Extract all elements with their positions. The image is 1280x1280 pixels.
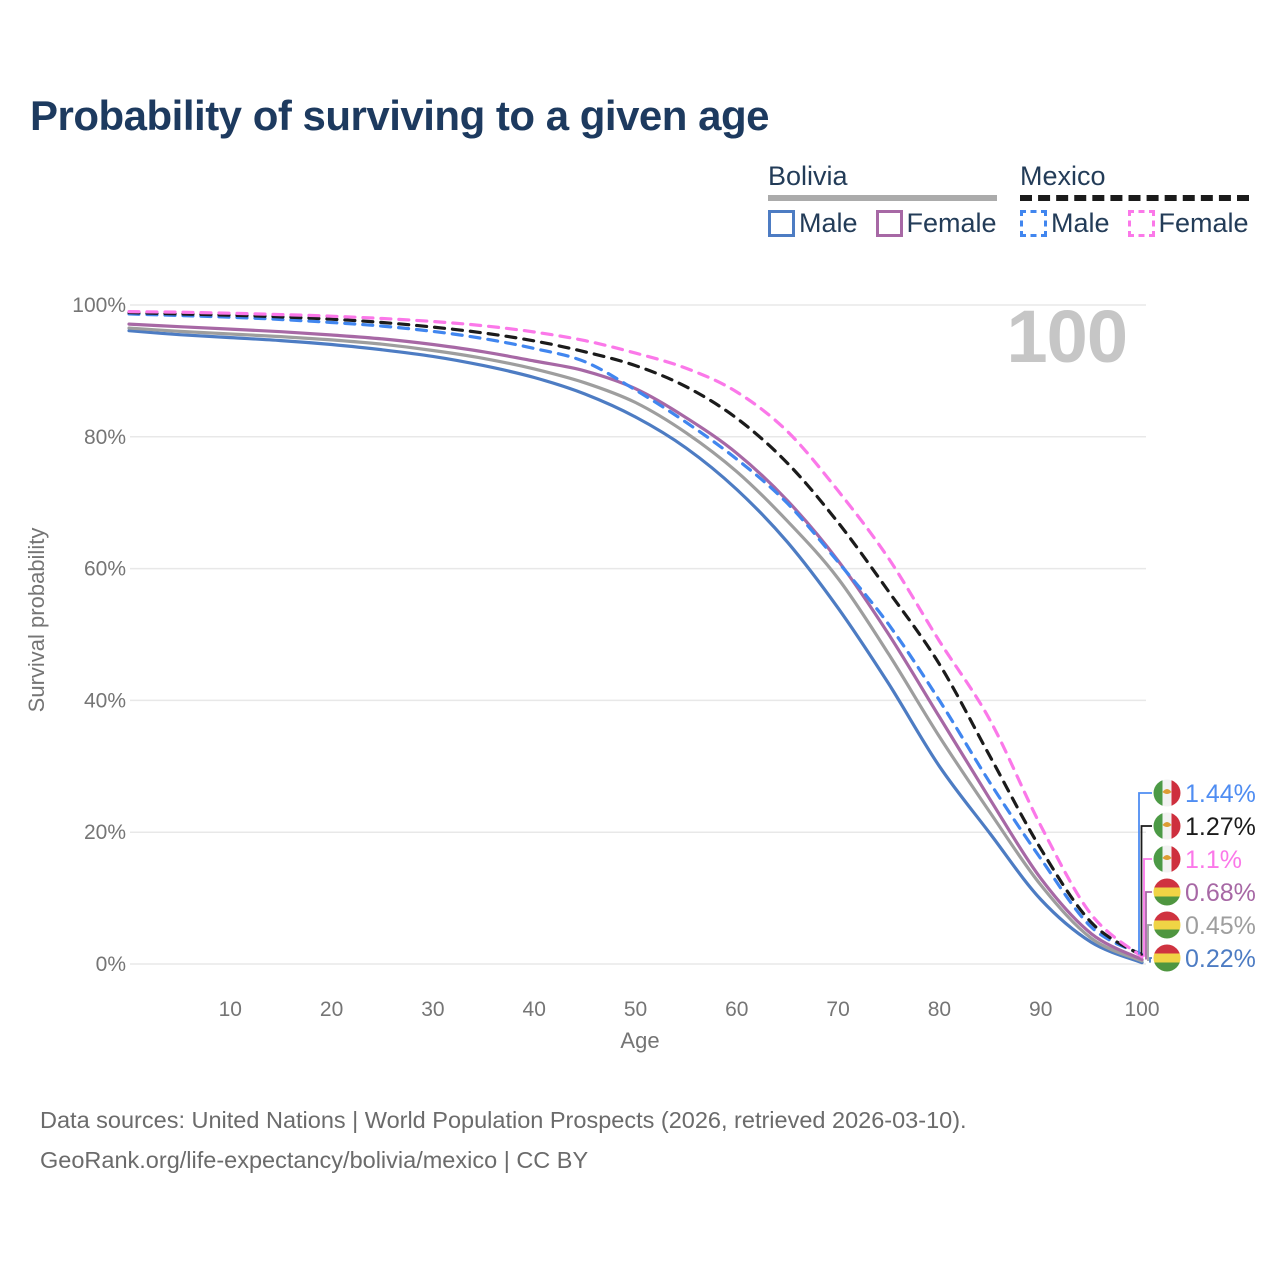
y-tick-label: 20% (84, 821, 126, 844)
license-line: GeoRank.org/life-expectancy/bolivia/mexi… (40, 1147, 589, 1173)
legend-item-bolivia-male[interactable]: Male (768, 208, 858, 239)
legend-item-label: Female (1158, 208, 1249, 238)
legend-item-mexico-female[interactable]: Female (1127, 208, 1249, 239)
label-connector (1147, 924, 1152, 961)
x-tick-label: 40 (523, 998, 546, 1021)
x-tick-label: 60 (725, 998, 748, 1021)
series-line-mexico-male (127, 312, 1144, 957)
end-value-label: 0.22% (1185, 945, 1256, 973)
legend-item-label: Male (1051, 208, 1110, 238)
label-connector (1138, 792, 1152, 955)
series-line-mexico-female (127, 309, 1144, 959)
bolivia-flag-icon (1153, 944, 1181, 972)
series-line-bolivia-all (127, 326, 1144, 963)
mexico-male-swatch-icon[interactable] (1020, 210, 1047, 237)
end-value-label: 1.27% (1185, 813, 1256, 841)
legend-item-mexico-male[interactable]: Male (1020, 208, 1110, 239)
mexico-dashed-line-sample (1020, 195, 1249, 201)
x-tick-label: 90 (1029, 998, 1052, 1021)
bolivia-flag-icon (1153, 878, 1181, 906)
legend-group-title-bolivia: Bolivia (768, 161, 848, 191)
x-tick-label: 20 (320, 998, 343, 1021)
x-tick-label: 100 (1124, 998, 1159, 1021)
series-line-bolivia-female (127, 322, 1144, 962)
legend-item-bolivia-female[interactable]: Female (875, 208, 997, 239)
x-tick-label: 10 (219, 998, 242, 1021)
x-tick-label: 50 (624, 998, 647, 1021)
chart-legend: Bolivia Male Female Mexico (0, 161, 1280, 241)
legend-item-label: Female (906, 208, 997, 238)
label-connector (1143, 858, 1152, 957)
mexico-flag-icon (1153, 779, 1181, 807)
x-tick-label: 30 (421, 998, 444, 1021)
y-tick-label: 0% (96, 953, 126, 976)
bolivia-male-swatch-icon[interactable] (768, 210, 795, 237)
end-value-label: 1.44% (1185, 780, 1256, 808)
end-value-label: 0.45% (1185, 912, 1256, 940)
bolivia-female-swatch-icon[interactable] (875, 210, 903, 237)
mexico-flag-icon (1153, 812, 1181, 840)
label-connector (1140, 825, 1152, 956)
page-title: Probability of surviving to a given age (30, 92, 769, 139)
data-sources-line: Data sources: United Nations | World Pop… (40, 1107, 967, 1133)
label-connector (1149, 957, 1152, 963)
legend-item-label: Male (799, 208, 858, 238)
legend-group-bolivia: Bolivia Male Female (768, 161, 997, 239)
mexico-female-swatch-icon[interactable] (1127, 210, 1155, 237)
x-tick-label: 70 (826, 998, 849, 1021)
end-value-label: 1.1% (1185, 846, 1242, 874)
series-line-mexico-all (127, 310, 1144, 958)
series-line-bolivia-male (127, 329, 1144, 965)
y-tick-label: 100% (72, 294, 126, 317)
x-tick-label: 80 (928, 998, 951, 1021)
y-tick-label: 80% (84, 426, 126, 449)
source-attribution: Data sources: United Nations | World Pop… (40, 1100, 967, 1180)
y-tick-label: 40% (84, 689, 126, 712)
label-connector (1145, 891, 1152, 960)
y-tick-label: 60% (84, 558, 126, 581)
y-axis-title: Survival probability (24, 528, 49, 713)
mexico-flag-icon (1153, 845, 1181, 873)
watermark-100: 100 (1007, 295, 1127, 378)
legend-group-mexico: Mexico Male Female (1020, 161, 1249, 239)
bolivia-solid-line-sample (768, 195, 997, 201)
end-value-label: 0.68% (1185, 879, 1256, 907)
x-axis-title: Age (620, 1028, 659, 1053)
bolivia-flag-icon (1153, 911, 1181, 939)
legend-group-title-mexico: Mexico (1020, 161, 1106, 191)
